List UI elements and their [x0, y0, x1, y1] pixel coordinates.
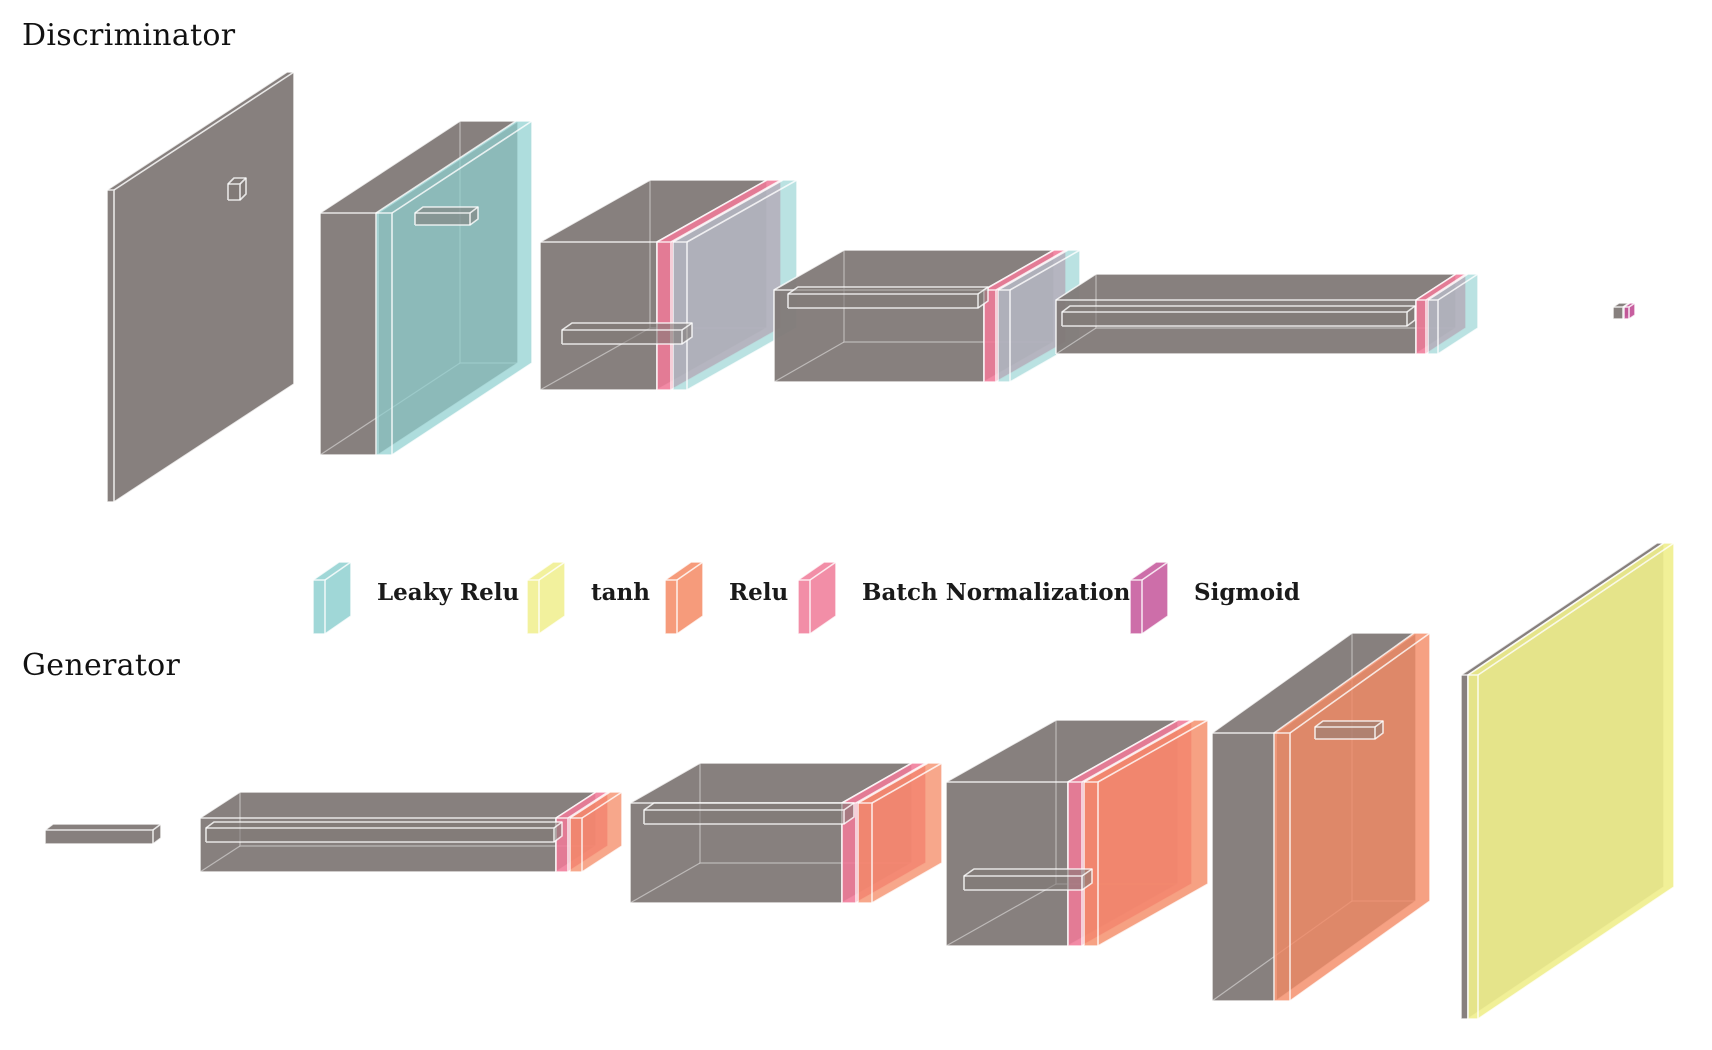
legend-label-leaky: Leaky Relu: [377, 579, 519, 606]
legend-item-relu: Relu: [664, 561, 788, 635]
legend-item-bn: Batch Normalization: [797, 561, 1131, 635]
relu-slab-g2: [857, 762, 943, 904]
legend-swatch-leaky: [312, 561, 352, 635]
kernel-bar-2: [561, 322, 693, 345]
legend-swatch-sigmoid: [1129, 561, 1169, 635]
legend-label-sigmoid: Sigmoid: [1194, 579, 1300, 606]
legend-item-sigmoid: Sigmoid: [1129, 561, 1300, 635]
legend-label-tanh: tanh: [591, 579, 650, 606]
relu-slab-g3: [1083, 719, 1209, 947]
legend-label-relu: Relu: [729, 579, 788, 606]
legend-swatch-bn: [797, 561, 837, 635]
kernel-cube-1: [227, 177, 247, 201]
discriminator-title: Discriminator: [22, 18, 236, 53]
generator-architecture: [44, 542, 1675, 1020]
legend-swatch-tanh: [526, 561, 566, 635]
leaky-relu-slab-4: [1427, 273, 1479, 355]
kernel-bar-g1: [205, 821, 563, 843]
leaky-relu-slab-2: [672, 179, 798, 391]
sigmoid-slab-output: [1623, 302, 1636, 320]
kernel-bar-g2: [643, 802, 855, 825]
kernel-bar-3: [787, 286, 989, 309]
legend-item-leaky: Leaky Relu: [312, 561, 519, 635]
tanh-slab-output: [1467, 542, 1675, 1020]
relu-slab-g1: [569, 791, 623, 873]
legend-item-tanh: tanh: [526, 561, 650, 635]
leaky-relu-slab-1: [375, 120, 533, 456]
kernel-bar-g3: [963, 868, 1093, 891]
kernel-bar-4: [1061, 305, 1416, 327]
kernel-bar-1: [414, 206, 479, 226]
discriminator-architecture: [106, 71, 1636, 503]
noise-vector: [44, 823, 162, 845]
legend-label-bn: Batch Normalization: [862, 579, 1131, 606]
input-image: [106, 71, 295, 503]
generator-title: Generator: [22, 648, 181, 683]
kernel-bar-g4: [1314, 720, 1384, 740]
legend-swatch-relu: [664, 561, 704, 635]
legend: Leaky Relu tanh Relu Batch Normalization Sig…: [312, 561, 1300, 635]
